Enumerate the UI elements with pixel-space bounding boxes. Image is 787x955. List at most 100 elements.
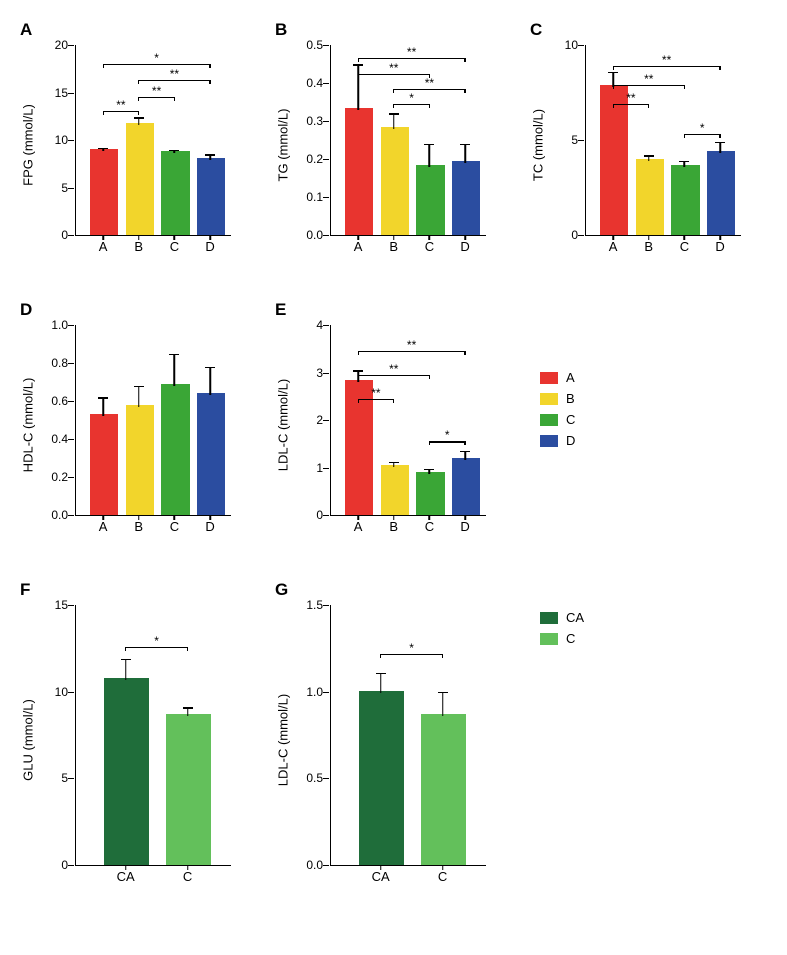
y-tick (68, 865, 74, 866)
sig-bracket-drop (174, 97, 175, 101)
plot-area: 01234ABCD******* (330, 325, 486, 516)
bar (359, 691, 404, 865)
sig-label: * (409, 92, 414, 104)
y-tick-label: 0.5 (306, 38, 323, 52)
panel-C: C TC (mmol/L) 0510ABCD******* (530, 20, 760, 270)
bar (90, 149, 118, 235)
y-tick (323, 420, 329, 421)
y-tick-label: 15 (55, 86, 68, 100)
sig-label: ** (626, 92, 635, 104)
y-tick-label: 0.8 (51, 356, 68, 370)
sig-label: ** (116, 99, 125, 111)
y-tick-label: 5 (61, 181, 68, 195)
sig-bracket-drop (613, 85, 614, 89)
y-tick-label: 0.2 (306, 152, 323, 166)
plot-area: 0.00.51.01.5CAC* (330, 605, 486, 866)
y-tick-label: 1.0 (51, 318, 68, 332)
error-bar (719, 142, 721, 153)
y-tick (68, 363, 74, 364)
y-tick (68, 93, 74, 94)
sig-bracket-drop (358, 74, 359, 78)
y-tick (68, 188, 74, 189)
sig-bracket-drop (429, 375, 430, 379)
x-tick-label: C (425, 239, 434, 254)
bar (90, 414, 118, 515)
x-tick-label: CA (117, 869, 135, 884)
x-tick-label: B (389, 239, 398, 254)
y-axis-label: GLU (mmol/L) (21, 699, 36, 781)
y-tick (68, 235, 74, 236)
y-tick (323, 83, 329, 84)
y-tick (323, 515, 329, 516)
panel-F: F GLU (mmol/L) 051015CAC* (20, 580, 250, 900)
panel-letter: F (20, 580, 30, 600)
y-tick (578, 235, 584, 236)
error-cap (183, 707, 193, 709)
error-bar (138, 386, 140, 407)
y-tick (323, 778, 329, 779)
legend-label: CA (566, 610, 584, 625)
legend-item: CA (540, 610, 584, 625)
y-tick (323, 865, 329, 866)
sig-bracket-drop (684, 85, 685, 89)
legend-abcd-cell: ABCD (530, 300, 760, 550)
y-tick-label: 0.4 (51, 432, 68, 446)
y-tick-label: 20 (55, 38, 68, 52)
y-axis-label: FPG (mmol/L) (21, 104, 36, 186)
sig-label: ** (170, 68, 179, 80)
sig-bracket-drop (613, 104, 614, 108)
sig-bracket-drop (684, 134, 685, 138)
y-tick-label: 2 (316, 413, 323, 427)
y-tick-label: 10 (55, 685, 68, 699)
sig-bracket-drop (138, 111, 139, 115)
panel-G: G LDL-C (mmol/L) 0.00.51.01.5CAC* (275, 580, 505, 900)
y-axis-label: TG (mmol/L) (276, 109, 291, 182)
error-cap (98, 148, 108, 150)
sig-label: ** (152, 85, 161, 97)
sig-bracket-drop (719, 134, 720, 138)
bar (197, 158, 225, 235)
x-tick-label: B (389, 519, 398, 534)
error-bar (429, 144, 431, 167)
y-tick-label: 0.0 (306, 858, 323, 872)
y-tick-label: 0.3 (306, 114, 323, 128)
plot-area: 0.00.20.40.60.81.0ABCD (75, 325, 231, 516)
x-tick-label: B (134, 239, 143, 254)
sig-bracket-drop (464, 58, 465, 62)
bar (345, 380, 373, 515)
x-tick-label: A (354, 239, 363, 254)
panel-letter: B (275, 20, 287, 40)
y-tick-label: 0 (61, 858, 68, 872)
error-cap (205, 367, 215, 369)
y-axis-label: LDL-C (mmol/L) (276, 694, 291, 786)
sig-label: ** (407, 339, 416, 351)
error-cap (424, 469, 434, 471)
sig-bracket-drop (429, 104, 430, 108)
y-tick-label: 5 (571, 133, 578, 147)
error-bar (393, 113, 395, 128)
y-tick (323, 692, 329, 693)
panel-B: B TG (mmol/L) 0.00.10.20.30.40.5ABCD****… (275, 20, 505, 270)
bar (381, 127, 409, 235)
error-cap (169, 150, 179, 152)
y-tick-label: 10 (55, 133, 68, 147)
error-bar (464, 144, 466, 163)
sig-bracket-drop (358, 375, 359, 379)
x-tick-label: B (134, 519, 143, 534)
panel-letter: A (20, 20, 32, 40)
x-tick-label: C (425, 519, 434, 534)
x-tick-label: A (99, 519, 108, 534)
x-tick-label: C (170, 519, 179, 534)
error-cap (460, 451, 470, 453)
sig-label: ** (389, 62, 398, 74)
sig-bracket-drop (613, 66, 614, 70)
x-tick-label: B (644, 239, 653, 254)
sig-bracket-drop (380, 654, 381, 658)
y-tick-label: 1.0 (306, 685, 323, 699)
error-cap (608, 72, 618, 74)
error-cap (98, 397, 108, 399)
y-tick (323, 235, 329, 236)
y-tick-label: 0.0 (306, 228, 323, 242)
y-tick (68, 605, 74, 606)
plot-area: 05101520ABCD******* (75, 45, 231, 236)
